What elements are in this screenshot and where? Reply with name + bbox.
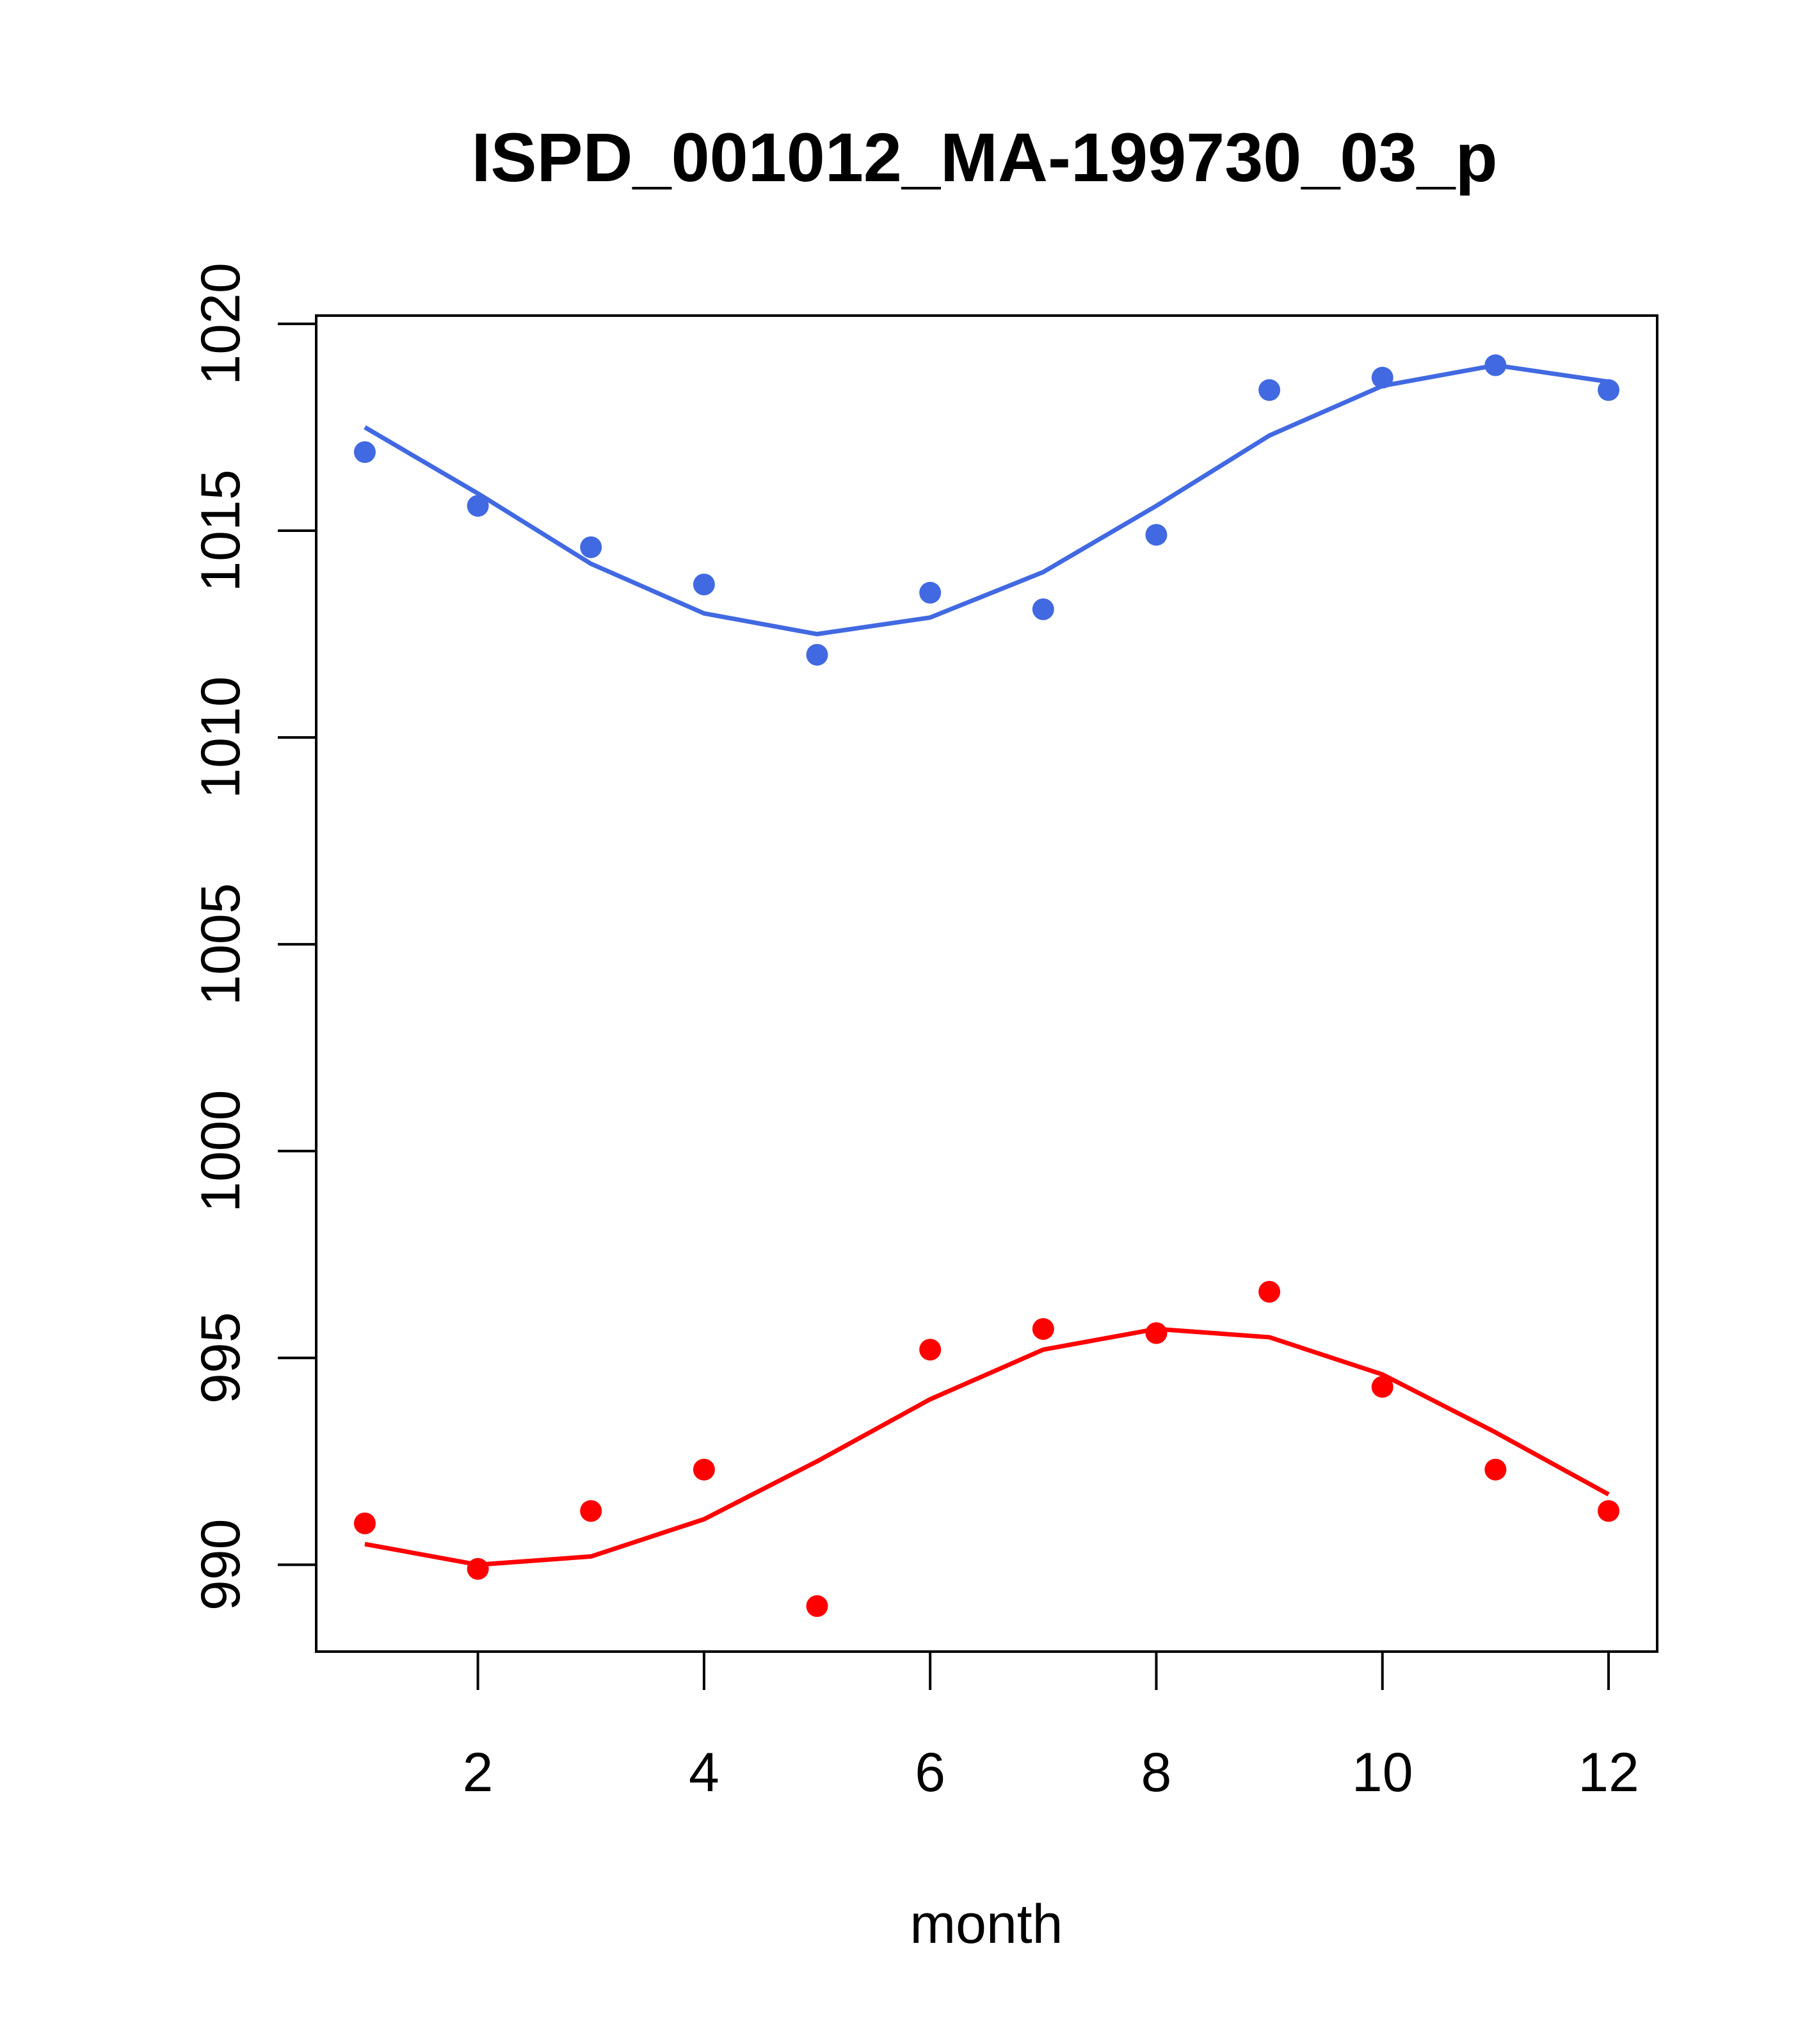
lower-fit-line	[364, 1326, 1610, 1567]
y-tick-label: 1020	[190, 262, 252, 385]
lower-point	[806, 1595, 828, 1617]
x-axis-label: month	[910, 1894, 1063, 1955]
upper-point	[919, 581, 942, 604]
upper-point	[1484, 354, 1507, 376]
y-tick-label: 990	[190, 1519, 252, 1611]
lower-point	[919, 1339, 942, 1361]
data-points	[353, 354, 1620, 1617]
x-tick-label: 6	[915, 1742, 945, 1803]
lower-point	[1258, 1280, 1281, 1303]
lower-point	[693, 1458, 715, 1481]
y-tick-label: 1005	[190, 883, 252, 1005]
upper-point	[1032, 598, 1054, 620]
chart-title: ISPD_001012_MA-199730_03_p	[471, 118, 1497, 196]
lower-point	[353, 1512, 376, 1534]
lower-point	[1484, 1458, 1507, 1481]
upper-point	[1598, 379, 1620, 401]
x-tick-label: 12	[1578, 1742, 1639, 1803]
upper-point	[467, 495, 489, 517]
lower-point	[1145, 1322, 1168, 1344]
y-tick-label: 1015	[190, 469, 252, 591]
x-tick-label: 2	[463, 1742, 494, 1803]
upper-point	[806, 643, 828, 666]
lower-point	[467, 1557, 489, 1580]
upper-point	[693, 573, 715, 595]
upper-point	[353, 441, 376, 463]
lower-point	[1032, 1318, 1054, 1340]
y-tick-label: 1000	[190, 1090, 252, 1212]
lower-point	[1598, 1500, 1620, 1522]
fit-lines	[364, 363, 1610, 1567]
y-tick-label: 1010	[190, 676, 252, 798]
lower-point	[1371, 1376, 1393, 1398]
y-axis: 990 995 1000 1005 1010 1015 1020	[190, 262, 317, 1611]
upper-point	[1145, 524, 1168, 546]
x-axis: 2 4 6 8 10 12	[463, 1650, 1639, 1803]
upper-point	[580, 536, 602, 558]
lower-point	[580, 1500, 602, 1522]
upper-fit-line	[364, 363, 1609, 637]
y-tick-label: 995	[190, 1312, 252, 1404]
x-tick-label: 8	[1141, 1742, 1172, 1803]
upper-point	[1258, 379, 1281, 401]
x-tick-label: 4	[689, 1742, 719, 1803]
x-tick-label: 10	[1352, 1742, 1413, 1803]
upper-point	[1371, 366, 1393, 389]
